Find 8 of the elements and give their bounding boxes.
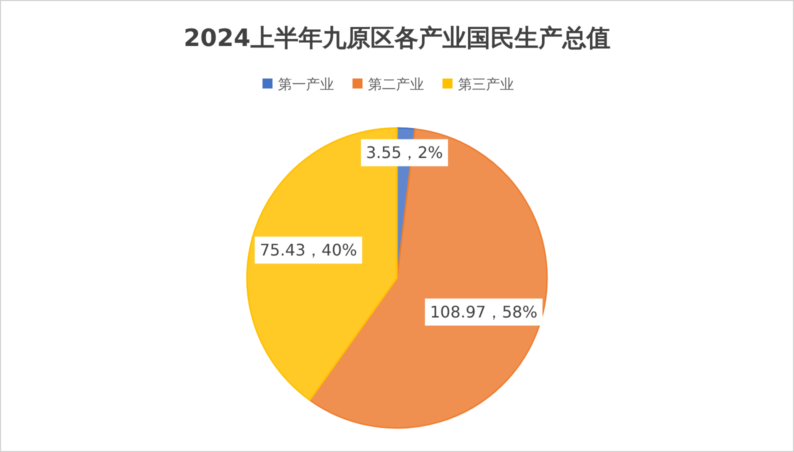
legend-label: 第一产业 bbox=[278, 77, 334, 93]
legend-label: 第二产业 bbox=[368, 77, 424, 93]
data-label: 108.97，58% bbox=[430, 302, 538, 322]
chart-title: 2024上半年九原区各产业国民生产总值 bbox=[184, 24, 610, 52]
pie-slice bbox=[309, 128, 548, 429]
data-label: 3.55，2% bbox=[366, 143, 443, 162]
legend-label: 第三产业 bbox=[458, 77, 514, 93]
data-label: 75.43，40% bbox=[260, 240, 358, 260]
